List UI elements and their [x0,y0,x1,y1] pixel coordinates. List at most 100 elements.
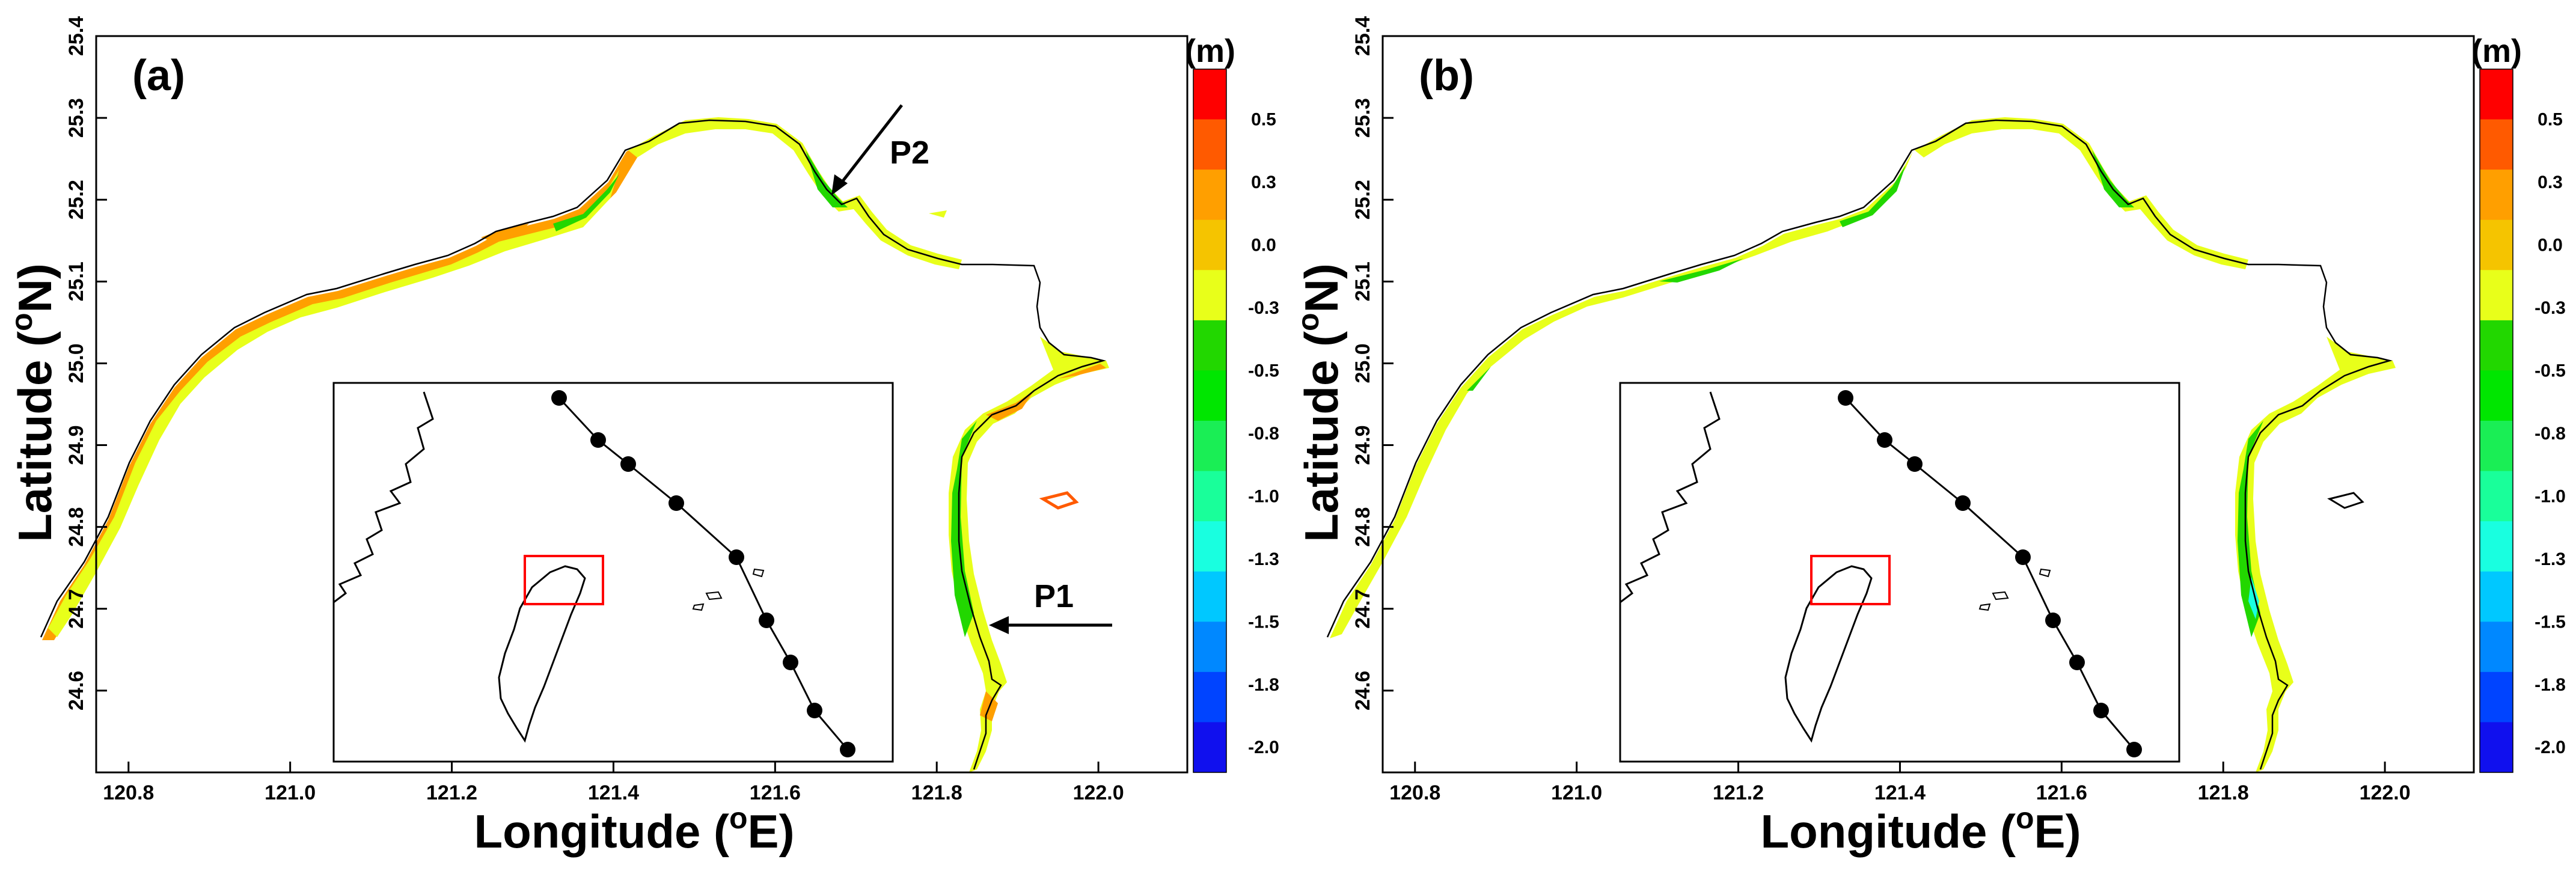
y-tick-label: 24.6 [1351,671,1374,710]
y-tick-label: 25.1 [1351,261,1374,301]
typhoon-track-point [1907,456,1923,472]
x-tick-label: 121.6 [2036,781,2087,804]
typhoon-track-point [2069,655,2085,670]
y-tick-label: 25.0 [65,343,88,383]
annotation-label-p1: P1 [1034,578,1074,614]
y-tick-label: 25.0 [1351,343,1374,383]
annotation-arrowhead-p1 [989,616,1009,634]
annotation-arrow-p2 [837,104,903,188]
colorbar-swatch [1193,69,1226,120]
colorbar-swatch [2480,219,2513,270]
colorbar-label: -2.0 [2535,738,2566,757]
x-tick-label: 122.0 [1073,781,1124,804]
colorbar-label: -0.5 [1248,361,1279,380]
colorbar-swatch [2480,170,2513,221]
colorbar-swatch [2480,421,2513,472]
x-tick-label: 121.0 [265,781,316,804]
y-axis-title-a: Latitude (oN) [5,263,61,542]
colorbar-swatch [2480,571,2513,622]
y-tick-label: 24.7 [65,589,88,629]
x-tick-label: 121.2 [1713,781,1764,804]
x-tick-label: 121.8 [2198,781,2249,804]
typhoon-track-point [551,390,567,406]
colorbar-swatch [1193,521,1226,572]
colorbar-swatch [2480,119,2513,170]
colorbar-label: -1.8 [1248,675,1279,695]
x-axis-title-b: Longitude (oE) [1760,801,2081,858]
colorbar-label: -0.8 [1248,424,1279,444]
colorbar-swatch [2480,622,2513,673]
axis-ticks-b: 120.8 121.0 121.2 121.4 121.6 121.8 122.0 24.6 2… [1351,16,2411,804]
colorbar-label: 0.5 [2538,110,2563,130]
colorbar-label: 0.0 [1251,236,1276,255]
typhoon-track-point [729,549,744,565]
colorbar-swatch [1193,671,1226,723]
y-tick-label: 24.8 [1351,507,1374,547]
colorbar-label: -0.3 [1248,298,1279,318]
colorbar-b: (m) 0.5 0.3 0.0 -0.3 -0.5 -0.8 -1.0 -1.3 -1.5 -1.8… [2471,33,2566,773]
typhoon-track-point [2045,613,2061,628]
colorbar-swatch [2480,270,2513,321]
plot-frame-b [1381,35,2475,774]
colorbar-swatch [1193,219,1226,270]
panel-a: (a) P2 P1 Longitude (oE) Latitude (oN) 1… [5,16,1279,858]
plot-frame-a [95,35,1189,774]
typhoon-track-point [807,703,822,718]
colorbar-label: -2.0 [1248,738,1279,757]
typhoon-track-point [1955,495,1971,511]
y-tick-label: 24.8 [65,507,88,547]
surge-field-a [42,117,1109,772]
colorbar-swatch [1193,622,1226,673]
colorbar-swatch [1193,270,1226,321]
y-tick-label: 24.7 [1351,589,1374,629]
colorbar-unit: (m) [1185,33,1235,69]
inset-map-b [1619,382,2180,763]
panel-label-b: (b) [1419,52,1474,100]
typhoon-track-point [2126,742,2142,757]
typhoon-track-point [840,742,855,757]
colorbar-swatch [2480,370,2513,421]
y-tick-label: 24.6 [65,671,88,710]
x-tick-label: 120.8 [1389,781,1440,804]
colorbar-a: (m) 0.5 0.3 0.0 -0.3 -0.5 -0.8 -1.0 -1.3 -1.5 -1.8… [1185,33,1279,773]
x-tick-label: 121.4 [1874,781,1926,804]
y-tick-label: 25.3 [65,98,88,138]
y-tick-label: 25.4 [65,16,88,56]
x-tick-label: 121.6 [750,781,801,804]
colorbar-swatch [1193,471,1226,522]
y-tick-label: 24.9 [65,425,88,465]
colorbar-swatch [1193,119,1226,170]
y-tick-label: 24.9 [1351,425,1374,465]
x-tick-label: 120.8 [103,781,154,804]
y-axis-title-b: Latitude (oN) [1291,263,1348,542]
panel-label-a: (a) [132,52,185,100]
colorbar-label: 0.3 [1251,173,1276,192]
typhoon-track-point [1838,390,1853,406]
inset-map-a [332,382,894,763]
colorbar-frame [2479,69,2513,773]
colorbar-label: -0.8 [2535,424,2566,444]
panel-b: (b) Longitude (oE) Latitude (oN) 120.8 12… [1291,16,2566,858]
y-tick-label: 25.3 [1351,98,1374,138]
typhoon-track-point [620,456,636,472]
colorbar-swatch [2480,320,2513,371]
colorbar-label: 0.3 [2538,173,2563,192]
colorbar-label: -1.0 [1248,486,1279,506]
x-tick-label: 122.0 [2360,781,2411,804]
colorbar-label: -0.5 [2535,361,2566,380]
x-tick-label: 121.0 [1551,781,1602,804]
colorbar-swatch [2480,671,2513,723]
colorbar-swatch [2480,521,2513,572]
y-tick-label: 25.4 [1351,16,1374,56]
colorbar-unit: (m) [2471,33,2522,69]
colorbar-label: -1.8 [2535,675,2566,695]
colorbar-swatch [2480,722,2513,773]
typhoon-track-point [590,432,606,448]
colorbar-swatch [1193,170,1226,221]
axis-ticks-a: 120.8 121.0 121.2 121.4 121.6 121.8 122.0 24.6 2… [65,16,1124,804]
y-tick-label: 25.1 [65,261,88,301]
colorbar-swatch [1193,571,1226,622]
typhoon-track-point [2015,549,2031,565]
typhoon-track-point [668,495,684,511]
colorbar-label: -1.5 [2535,612,2566,632]
